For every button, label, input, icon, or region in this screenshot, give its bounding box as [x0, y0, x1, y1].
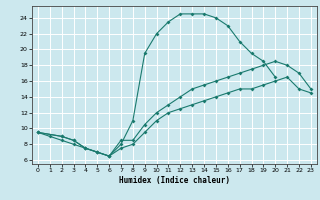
X-axis label: Humidex (Indice chaleur): Humidex (Indice chaleur)	[119, 176, 230, 185]
